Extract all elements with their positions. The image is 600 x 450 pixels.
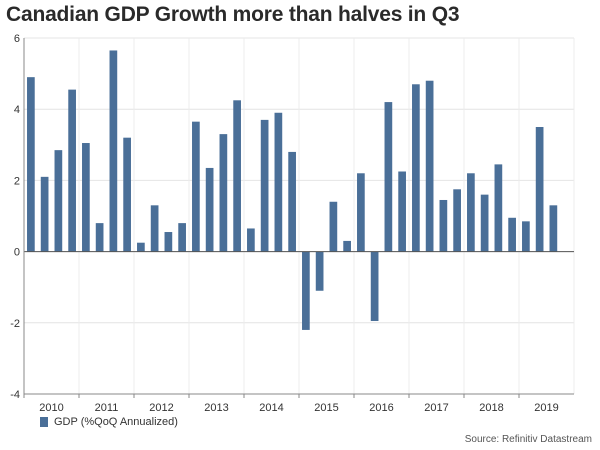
bar <box>370 251 379 322</box>
bar <box>480 194 489 252</box>
bar <box>412 84 420 252</box>
x-tick-label: 2011 <box>95 402 119 414</box>
y-tick-label: -2 <box>10 318 20 330</box>
legend-swatch <box>40 417 48 427</box>
bar <box>315 251 324 291</box>
bar <box>425 80 434 252</box>
x-tick-label: 2013 <box>204 402 228 414</box>
bar <box>164 232 173 252</box>
bar <box>260 119 269 252</box>
bar <box>137 242 145 252</box>
x-tick-label: 2018 <box>479 402 503 414</box>
bar <box>274 112 283 252</box>
y-tick-label: 0 <box>14 247 20 259</box>
bar <box>82 143 90 252</box>
source-note: Source: Refinitiv Datastream <box>464 434 592 445</box>
bar <box>205 167 214 252</box>
bar <box>95 223 104 252</box>
bar <box>398 171 406 252</box>
bar <box>219 134 228 252</box>
y-tick-label: 4 <box>14 104 20 116</box>
x-tick-label: 2017 <box>424 402 448 414</box>
bar <box>178 223 186 252</box>
bar <box>522 221 530 252</box>
bar <box>40 176 49 252</box>
bar <box>123 137 131 252</box>
bar <box>439 199 448 252</box>
bar <box>302 251 310 330</box>
gridlines <box>23 37 575 395</box>
bar <box>27 77 35 252</box>
x-tick-label: 2012 <box>149 402 173 414</box>
x-tick-label: 2010 <box>39 402 63 414</box>
bar <box>68 89 76 252</box>
chart-title: Canadian GDP Growth more than halves in … <box>6 3 460 26</box>
bar <box>54 150 63 252</box>
bar <box>384 102 393 252</box>
legend: GDP (%QoQ Annualized) <box>40 416 178 428</box>
x-axis-ticks: 2010 2011 2012 2013 2014 2015 2016 2017 2018 2019 <box>23 394 559 414</box>
bar <box>343 240 351 252</box>
bar <box>233 100 241 252</box>
bar <box>357 173 365 252</box>
y-axis-ticks: -4 -2 0 2 4 6 <box>10 33 20 401</box>
legend-label: GDP (%QoQ Annualized) <box>54 416 178 428</box>
y-tick-label: 2 <box>14 175 20 187</box>
bar <box>109 50 118 252</box>
x-tick-label: 2019 <box>534 402 558 414</box>
bars <box>27 50 558 330</box>
y-tick-label: 6 <box>14 33 20 45</box>
bar <box>494 164 503 252</box>
bar <box>549 205 558 252</box>
x-tick-label: 2015 <box>314 402 338 414</box>
bar <box>535 127 544 252</box>
bar <box>192 121 200 252</box>
bar <box>467 173 475 252</box>
bar <box>288 151 296 252</box>
bar <box>329 201 338 252</box>
x-tick-label: 2014 <box>259 402 283 414</box>
bar <box>508 217 516 252</box>
bar <box>150 205 159 252</box>
x-tick-label: 2016 <box>369 402 393 414</box>
y-tick-label: -4 <box>10 389 20 401</box>
bar <box>247 228 255 252</box>
bar <box>453 189 461 252</box>
